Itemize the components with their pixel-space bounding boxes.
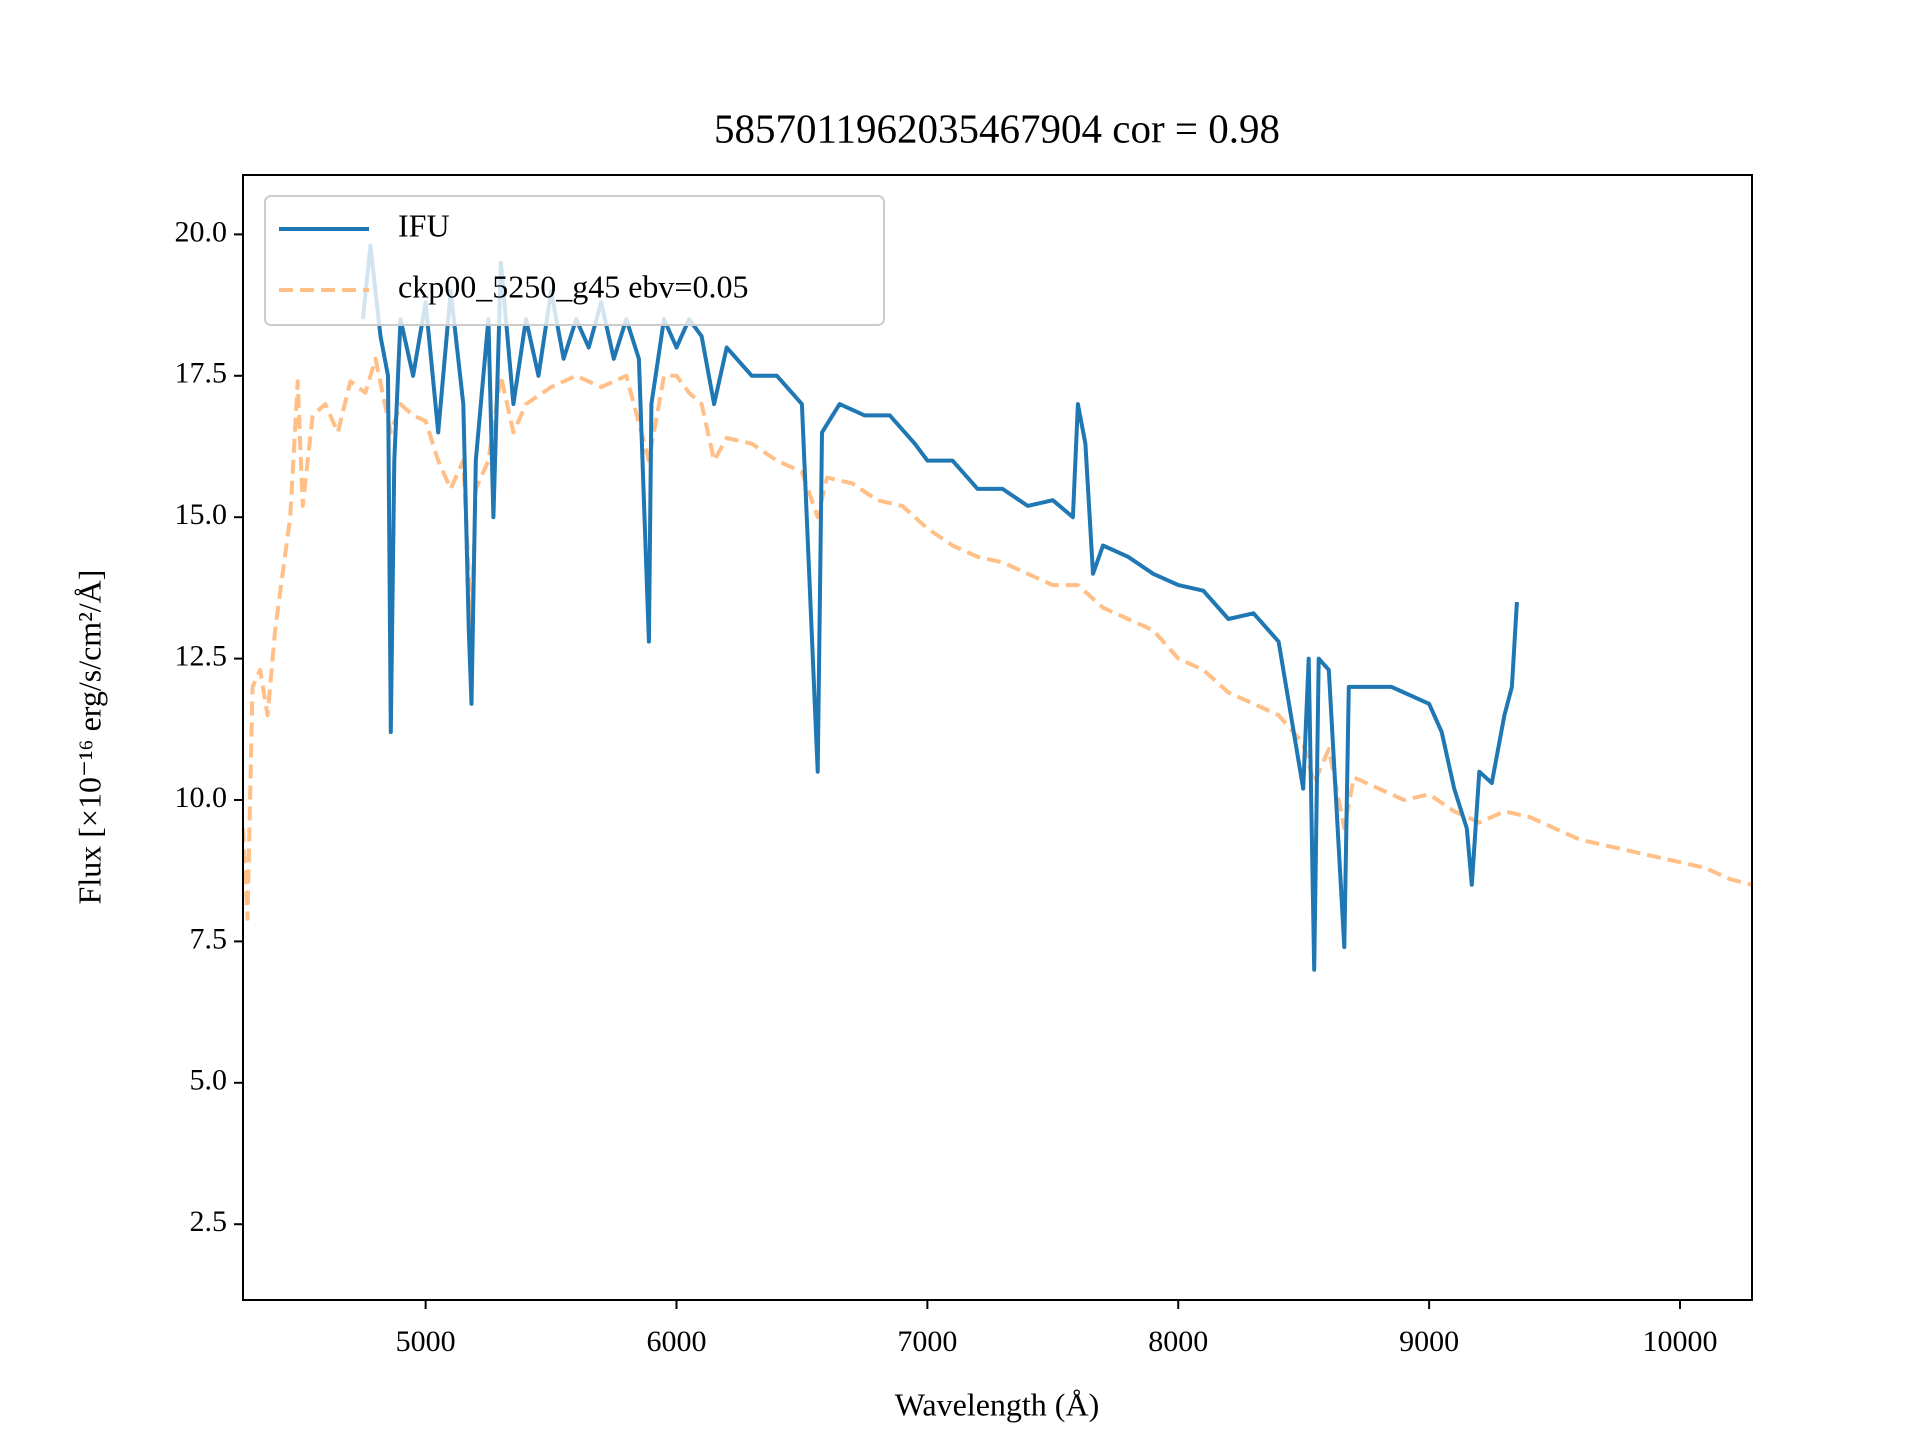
y-tick-label: 10.0 [175, 781, 228, 814]
y-tick-label: 5.0 [190, 1064, 228, 1097]
x-tick-label: 8000 [1148, 1325, 1208, 1358]
x-tick-label: 9000 [1399, 1325, 1459, 1358]
x-tick-label: 10000 [1642, 1325, 1717, 1358]
x-axis-label: Wavelength (Å) [895, 1386, 1099, 1422]
plot-area [243, 243, 1752, 972]
y-tick-label: 2.5 [190, 1205, 228, 1238]
x-tick-label: 7000 [897, 1325, 957, 1358]
chart-title: 5857011962035467904 cor = 0.98 [714, 105, 1280, 151]
legend-box [264, 195, 885, 326]
x-tick-label: 5000 [396, 1325, 456, 1358]
legend: IFU ckp00_5250_g45 ebv=0.05 [264, 195, 885, 326]
y-tick-label: 7.5 [190, 922, 228, 955]
series-line [360, 243, 1519, 972]
x-tick-label: 6000 [647, 1325, 707, 1358]
y-tick-label: 15.0 [175, 498, 228, 531]
legend-label: ckp00_5250_g45 ebv=0.05 [398, 268, 748, 304]
axes-frame [242, 174, 1753, 1301]
legend-label: IFU [398, 207, 450, 243]
y-tick-label: 20.0 [175, 215, 228, 248]
series-line [243, 356, 1752, 921]
y-tick-label: 17.5 [175, 357, 228, 390]
y-tick-label: 12.5 [175, 639, 228, 672]
y-axis-label: Flux [×10⁻¹⁶ erg/s/cm²/Å] [71, 570, 107, 905]
